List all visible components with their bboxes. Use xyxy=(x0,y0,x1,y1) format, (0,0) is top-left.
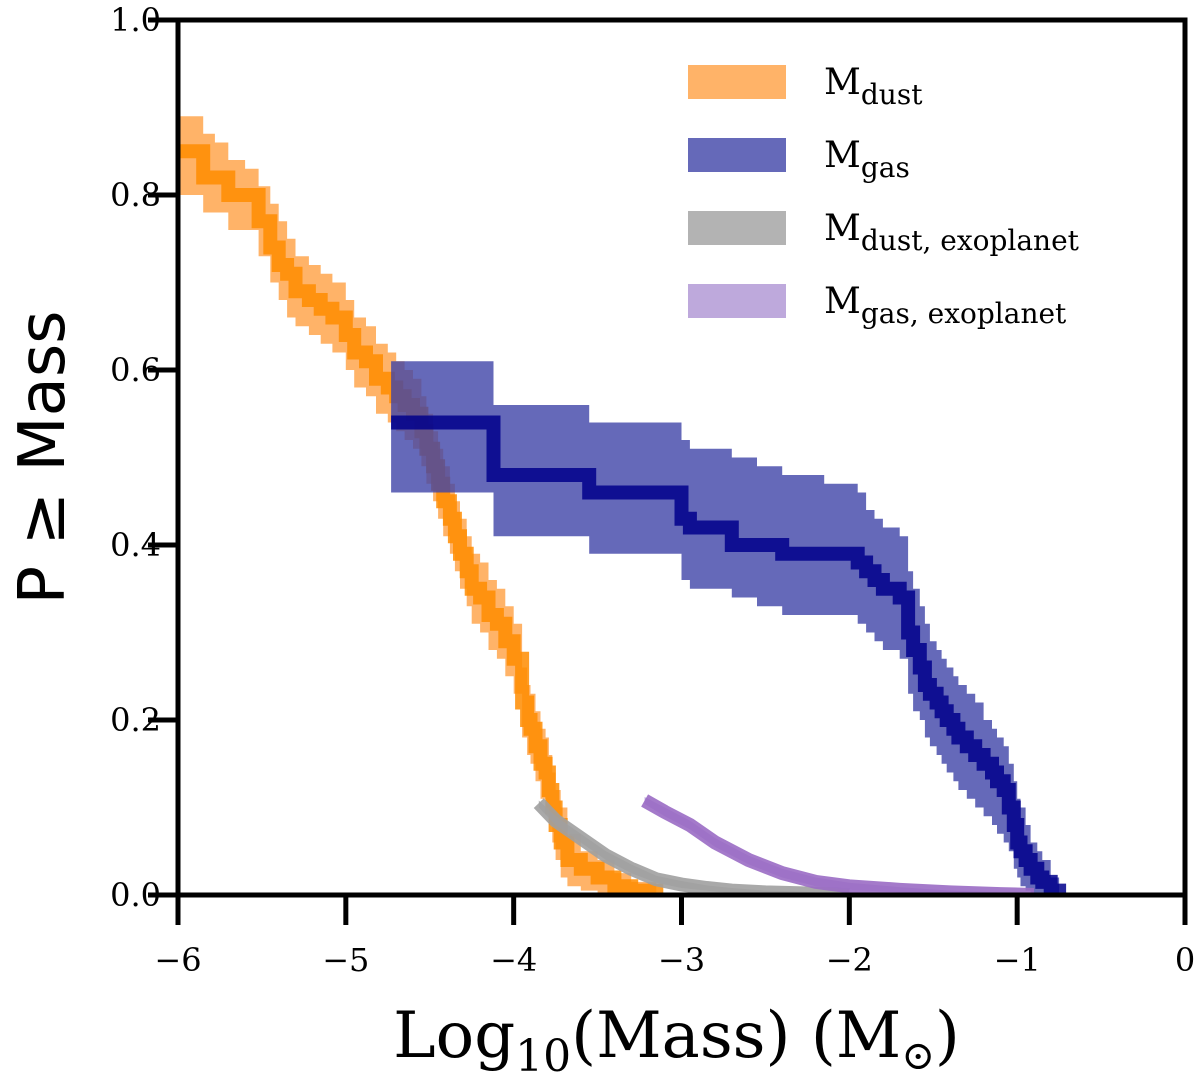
y-tick-label: 1.0 xyxy=(110,1,161,39)
legend-swatch-m-gas-exoplanet xyxy=(688,284,786,318)
legend-label-m-gas: Mgas xyxy=(824,135,910,184)
legend-swatch-m-dust-exoplanet xyxy=(688,211,786,245)
legend-label-m-dust: Mdust xyxy=(824,62,923,111)
x-axis-label: Log10(Mass) (M⊙) xyxy=(393,999,960,1082)
y-tick-label: 0.4 xyxy=(110,526,161,564)
plot-content xyxy=(178,116,1067,895)
legend-swatch-m-dust xyxy=(688,65,786,99)
series-band-m-dust xyxy=(178,116,657,895)
y-tick-label: 0.8 xyxy=(110,176,161,214)
plot-area xyxy=(178,116,1067,895)
y-tick-label: 0.6 xyxy=(110,351,161,389)
legend-label-m-gas-exoplanet: Mgas, exoplanet xyxy=(824,281,1067,330)
x-tick-label: −6 xyxy=(154,941,201,979)
x-tick-label: −4 xyxy=(490,941,537,979)
x-tick-label: −5 xyxy=(322,941,369,979)
series-line-m-gas xyxy=(391,415,1067,895)
x-tick-label: 0 xyxy=(1175,941,1195,979)
y-tick-label: 0.2 xyxy=(110,701,161,739)
y-tick-label: 0.0 xyxy=(110,876,161,914)
series-band-m-gas xyxy=(391,361,1060,895)
x-tick-label: −3 xyxy=(658,941,705,979)
legend-label-m-dust-exoplanet: Mdust, exoplanet xyxy=(824,208,1080,257)
axes-layer: −6 −5 −4 −3 −2 −1 0 0.0 0.2 0.4 0.6 0.8 1.0 Log10(Mas… xyxy=(6,1,1195,1082)
series-line-m-dust xyxy=(178,144,664,895)
legend: Mdust Mgas Mdust, exoplanet Mgas, exoplanet xyxy=(688,62,1080,330)
y-axis-label: P ≥ Mass xyxy=(6,310,80,604)
legend-swatch-m-gas xyxy=(688,138,786,172)
x-tick-label: −2 xyxy=(826,941,873,979)
x-tick-label: −1 xyxy=(994,941,1041,979)
